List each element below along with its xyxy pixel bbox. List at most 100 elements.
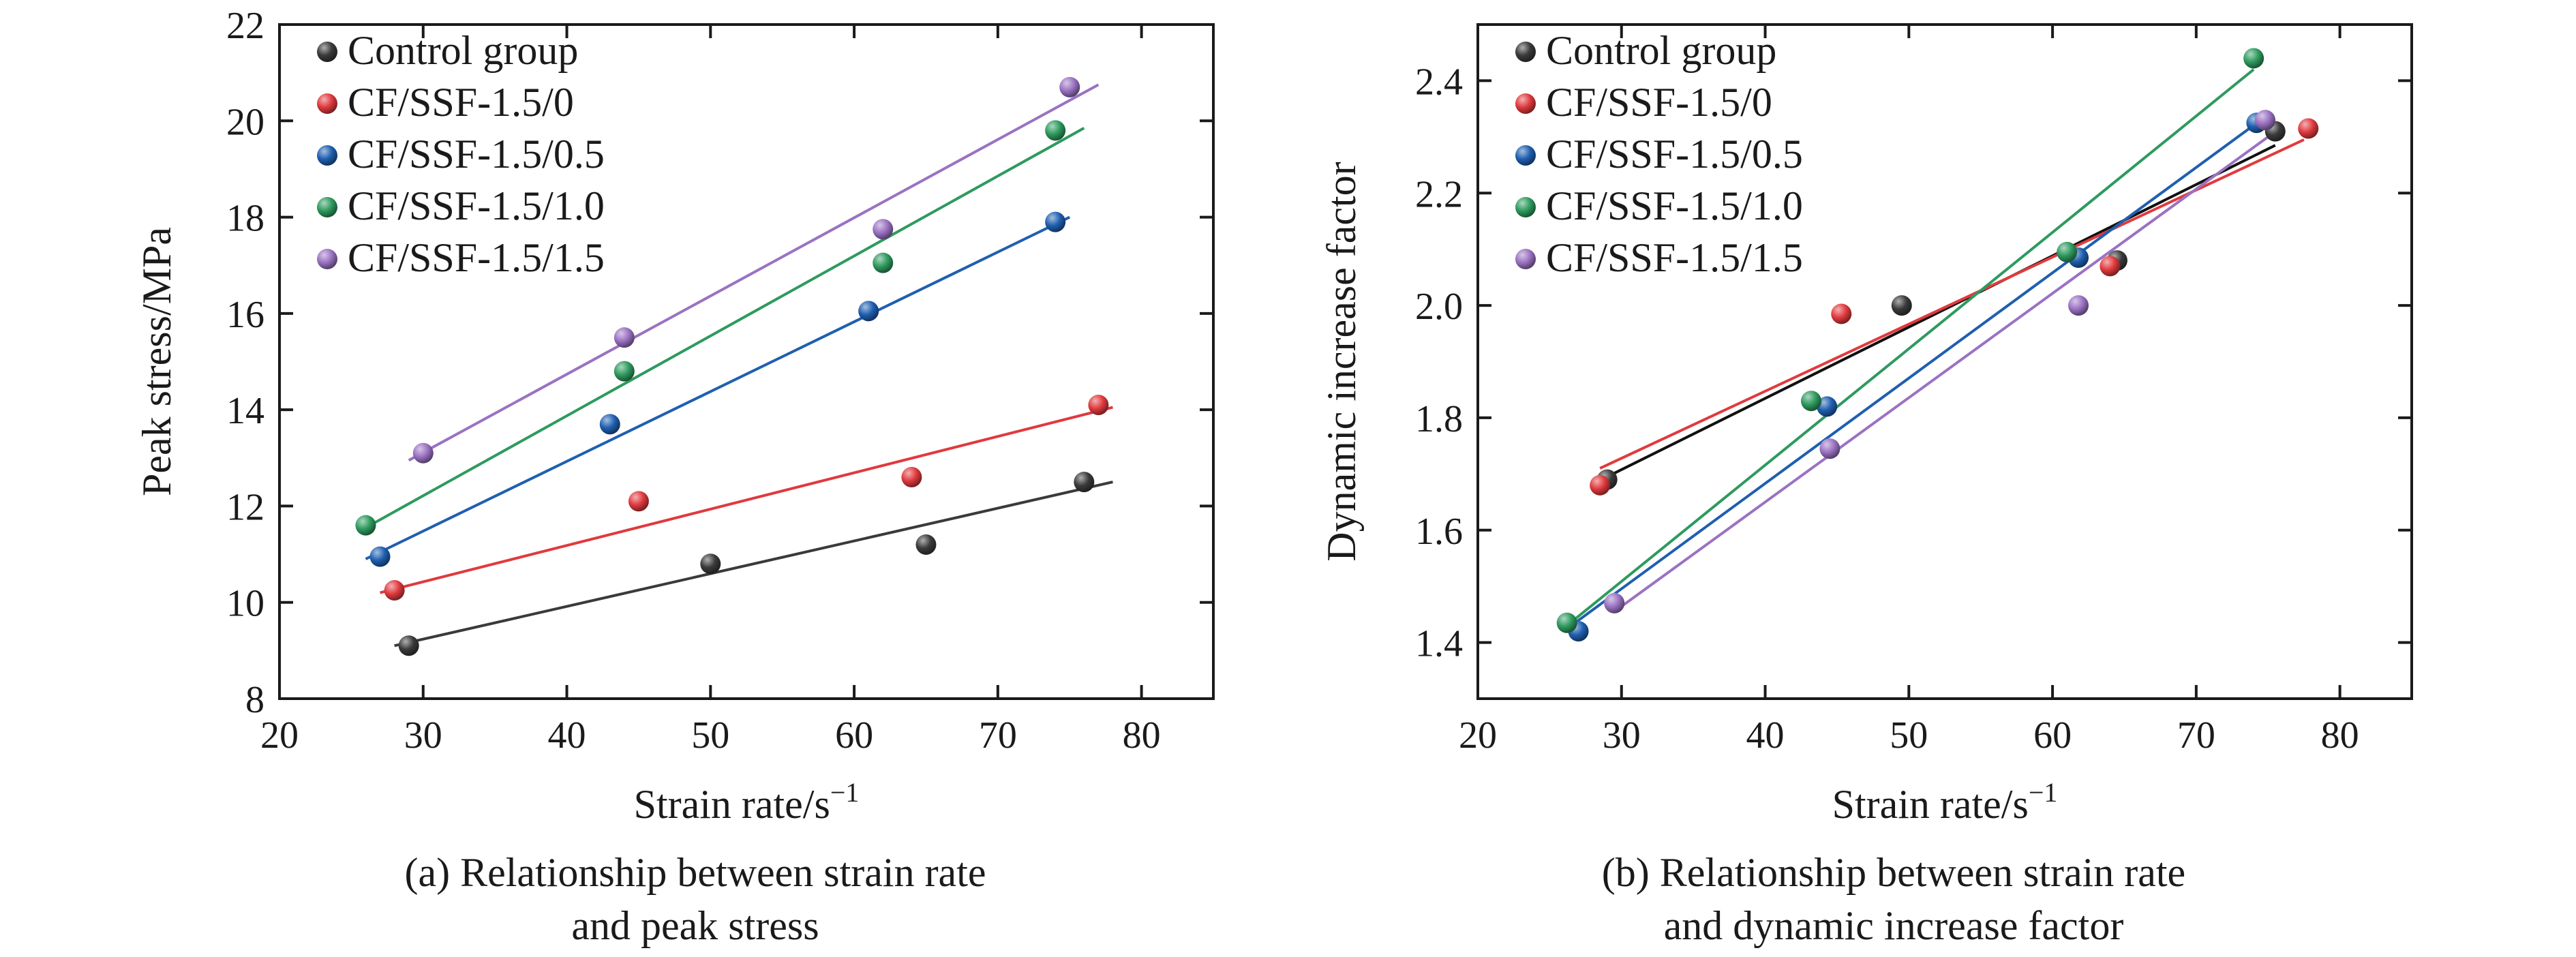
legend-label-2: CF/SSF-1.5/0.5 bbox=[1546, 132, 1803, 177]
fit-line-3 bbox=[1566, 68, 2255, 627]
data-point-1 bbox=[901, 467, 922, 488]
x-axis-title: Strain rate/s−1 bbox=[634, 777, 860, 827]
data-point-4 bbox=[2255, 110, 2276, 131]
legend-marker-3 bbox=[317, 197, 337, 217]
data-point-3 bbox=[613, 361, 635, 382]
x-tick-label: 60 bbox=[835, 714, 873, 757]
data-point-0 bbox=[915, 534, 937, 555]
legend-label-3: CF/SSF-1.5/1.0 bbox=[1546, 183, 1803, 228]
data-point-3 bbox=[2057, 241, 2078, 262]
data-point-4 bbox=[1604, 592, 1625, 613]
data-point-3 bbox=[1800, 391, 1821, 412]
legend-marker-1 bbox=[317, 93, 337, 114]
legend-label-4: CF/SSF-1.5/1.5 bbox=[1546, 235, 1803, 280]
x-tick-label: 60 bbox=[2033, 714, 2072, 757]
x-tick-label: 80 bbox=[1123, 714, 1161, 757]
caption-line-1: (b) Relationship between strain rate bbox=[1602, 850, 2185, 895]
data-point-1 bbox=[1590, 474, 1611, 496]
fit-line-4 bbox=[1613, 136, 2269, 613]
x-tick-label: 50 bbox=[1890, 714, 1928, 757]
legend-label-0: Control group bbox=[348, 28, 578, 73]
plot-frame bbox=[278, 23, 1215, 700]
legend-marker-2 bbox=[1515, 145, 1536, 166]
legend-marker-4 bbox=[1515, 249, 1536, 269]
data-point-3 bbox=[355, 515, 376, 536]
data-point-4 bbox=[1059, 76, 1080, 97]
x-tick-label: 30 bbox=[404, 714, 442, 757]
x-tick-label: 30 bbox=[1603, 714, 1641, 757]
data-point-1 bbox=[1831, 303, 1852, 324]
x-tick-label: 70 bbox=[2177, 714, 2215, 757]
data-point-2 bbox=[369, 546, 391, 567]
y-tick-label: 12 bbox=[226, 486, 264, 528]
y-tick-label: 20 bbox=[226, 101, 264, 143]
data-point-4 bbox=[873, 219, 894, 240]
data-point-4 bbox=[2068, 295, 2089, 316]
legend-label-3: CF/SSF-1.5/1.0 bbox=[348, 183, 605, 228]
data-point-3 bbox=[873, 252, 894, 273]
legend-label-2: CF/SSF-1.5/0.5 bbox=[348, 132, 605, 177]
y-axis-title: Dynamic increase factor bbox=[1319, 162, 1364, 561]
data-point-1 bbox=[628, 491, 649, 512]
data-point-3 bbox=[1556, 612, 1577, 633]
y-tick-label: 10 bbox=[226, 583, 264, 625]
data-point-3 bbox=[2243, 48, 2264, 69]
legend-label-1: CF/SSF-1.5/0 bbox=[1546, 80, 1772, 125]
x-tick-label: 20 bbox=[260, 714, 299, 757]
legend-label-0: Control group bbox=[1546, 28, 1776, 73]
fit-line-1 bbox=[380, 406, 1113, 594]
data-point-1 bbox=[384, 580, 405, 601]
chart-panel-0: 20 30 40 50 60 70 80 8 10 12 14 16 18 20 22 Strain rate… bbox=[134, 5, 1215, 948]
fit-line-2 bbox=[365, 215, 1071, 560]
legend-label-1: CF/SSF-1.5/0 bbox=[348, 80, 574, 125]
x-tick-label: 20 bbox=[1459, 714, 1497, 757]
data-point-0 bbox=[700, 553, 721, 575]
legend-label-4: CF/SSF-1.5/1.5 bbox=[348, 235, 605, 280]
x-tick-label: 40 bbox=[1746, 714, 1785, 757]
legend-marker-0 bbox=[1515, 42, 1536, 62]
legend-marker-1 bbox=[1515, 93, 1536, 114]
data-point-2 bbox=[599, 414, 620, 435]
data-point-3 bbox=[1045, 120, 1066, 141]
y-tick-label: 18 bbox=[226, 198, 264, 240]
data-point-1 bbox=[2298, 118, 2319, 139]
fit-line-0 bbox=[1606, 144, 2276, 478]
data-point-2 bbox=[1817, 396, 1838, 417]
legend-marker-3 bbox=[1515, 197, 1536, 217]
data-point-2 bbox=[858, 301, 879, 322]
data-point-0 bbox=[1074, 472, 1095, 493]
x-tick-label: 80 bbox=[2321, 714, 2359, 757]
y-tick-label: 16 bbox=[226, 294, 264, 336]
x-tick-label: 50 bbox=[691, 714, 729, 757]
y-axis-title: Peak stress/MPa bbox=[134, 227, 179, 496]
y-tick-label: 1.8 bbox=[1415, 398, 1463, 440]
fit-line-0 bbox=[394, 481, 1113, 648]
legend-marker-0 bbox=[317, 42, 337, 62]
fit-line-3 bbox=[365, 127, 1085, 529]
x-tick-label: 40 bbox=[548, 714, 586, 757]
data-point-0 bbox=[398, 635, 419, 656]
legend-marker-4 bbox=[317, 249, 337, 269]
x-tick-label: 70 bbox=[979, 714, 1017, 757]
caption-line-2: and dynamic increase factor bbox=[1664, 903, 2124, 948]
data-point-4 bbox=[613, 327, 635, 348]
data-point-0 bbox=[1891, 295, 1912, 316]
y-tick-label: 2.4 bbox=[1415, 61, 1463, 103]
y-tick-label: 2.2 bbox=[1415, 173, 1463, 215]
data-point-4 bbox=[1819, 438, 1840, 459]
data-point-1 bbox=[1088, 395, 1109, 416]
y-tick-label: 1.6 bbox=[1415, 511, 1463, 553]
y-tick-label: 2.0 bbox=[1415, 286, 1463, 328]
x-axis-title: Strain rate/s−1 bbox=[1832, 777, 2058, 827]
data-point-2 bbox=[1045, 211, 1066, 232]
fit-line-4 bbox=[408, 83, 1100, 462]
legend-marker-2 bbox=[317, 145, 337, 166]
y-tick-label: 1.4 bbox=[1415, 623, 1463, 665]
y-tick-label: 22 bbox=[226, 5, 264, 47]
data-point-1 bbox=[2100, 256, 2121, 277]
caption-line-2: and peak stress bbox=[571, 903, 819, 948]
caption-line-1: (a) Relationship between strain rate bbox=[404, 850, 986, 895]
chart-panel-1: 20 30 40 50 60 70 80 1.4 1.6 1.8 2.0 2.2 2.4 Strain r… bbox=[1319, 23, 2413, 948]
